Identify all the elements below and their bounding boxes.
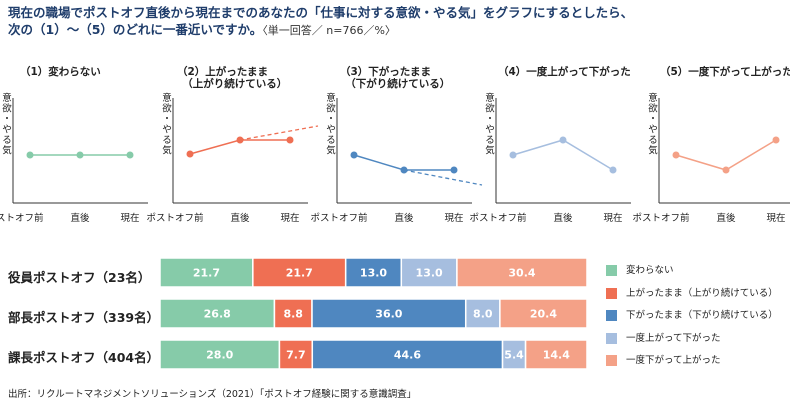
legend-swatch (606, 333, 617, 344)
legend-label: 一度上がって下がった (626, 333, 721, 344)
panel-xtick-label: 現在 (603, 212, 622, 224)
panel-trend-point (450, 166, 458, 174)
bar-value-label: 26.8 (204, 308, 231, 321)
panel-title-5: （5）一度下がって上がった (660, 66, 790, 78)
panel-xtick-label: ポストオフ前 (469, 212, 526, 224)
panel-trend-point (559, 136, 567, 144)
bar-value-label: 20.4 (530, 308, 557, 321)
panel-xtick-label: ポストオフ前 (0, 212, 44, 224)
question-line2-text: 次の（1）〜（5）のどれに一番近いですか。 (8, 22, 263, 37)
bar-value-label: 30.4 (508, 267, 535, 280)
panel-trend-point (26, 151, 34, 159)
bar-segment (400, 257, 458, 288)
panel-title-1: （1）変わらない (20, 66, 101, 78)
question-text: 現在の職場でポストオフ直後から現在までのあなたの「仕事に対する意欲・やる気」をグ… (8, 4, 778, 39)
panel-xtick-label: 現在 (280, 212, 299, 224)
panel-xtick-label: 直後 (394, 212, 414, 224)
panel-trend-point (772, 136, 780, 144)
panel-xtick-label: 直後 (230, 212, 250, 224)
panel-trend-point (509, 151, 517, 159)
bar-segment (464, 298, 501, 329)
legend-swatch (606, 288, 617, 299)
panel-ylabel: 意欲・やる気 (2, 92, 12, 157)
bar-segment (524, 339, 588, 370)
legend-swatch (606, 355, 617, 366)
legend-item-down-then-up: 一度下がって上がった (606, 355, 721, 367)
panel-ylabel: 意欲・やる気 (326, 92, 336, 157)
bar-value-label: 14.4 (543, 349, 570, 362)
panel-title-3: （3）下がったまま （下がり続けている） (340, 66, 451, 90)
bar-value-label: 8.0 (473, 308, 493, 321)
legend-item-up-then-down: 一度上がって下がった (606, 333, 721, 345)
panel-trend-point (609, 166, 617, 174)
legend-item-rising: 上がったまま（上がり続けている） (606, 288, 778, 300)
legend-label: 変わらない (626, 265, 674, 276)
panel-trend-dashed-line (403, 169, 483, 186)
bar-value-label: 36.0 (375, 308, 402, 321)
panel-xtick-label: 現在 (120, 212, 139, 224)
panel-trend-point (400, 166, 408, 174)
panel-xtick-label: ポストオフ前 (632, 212, 689, 224)
panel-xtick-label: 現在 (766, 212, 785, 224)
panel-xtick-label: 直後 (716, 212, 736, 224)
panel-xtick-label: 直後 (70, 212, 90, 224)
bar-value-label: 28.0 (206, 349, 233, 362)
panel-trend-point (286, 136, 294, 144)
question-line2: 次の（1）〜（5）のどれに一番近いですか。〈単一回答／ n=766／%〉 (8, 21, 778, 39)
bar-segment (252, 257, 347, 288)
legend-label: 一度下がって上がった (626, 355, 721, 366)
panel-ylabel: 意欲・やる気 (648, 92, 658, 157)
panel-trend-point (76, 151, 84, 159)
bar-value-label: 7.7 (286, 349, 306, 362)
panel-trend-dashed-line (239, 125, 319, 141)
question-line1: 現在の職場でポストオフ直後から現在までのあなたの「仕事に対する意欲・やる気」をグ… (8, 5, 634, 20)
source-note: 出所：リクルートマネジメントソリューションズ（2021）「ポストオフ経験に関する… (8, 389, 417, 400)
bar-segment (456, 257, 588, 288)
panel-trend-point (722, 166, 730, 174)
legend-swatch (606, 310, 617, 321)
legend-label: 下がったまま（下がり続けている） (626, 310, 778, 321)
bar-value-label: 44.6 (394, 349, 421, 362)
panel-trend-point (236, 136, 244, 144)
bar-segment (159, 257, 254, 288)
bar-value-label: 21.7 (193, 267, 220, 280)
panel-xtick-label: ポストオフ前 (146, 212, 203, 224)
row-label-department-manager: 部長ポストオフ（339名） (8, 310, 160, 325)
panel-trend-point (186, 150, 194, 158)
bar-segment (311, 339, 504, 370)
legend-item-falling: 下がったまま（下がり続けている） (606, 310, 778, 322)
panel-trend-point (350, 151, 358, 159)
panel-xtick-label: ポストオフ前 (310, 212, 367, 224)
panel-xtick-label: 現在 (444, 212, 463, 224)
legend-swatch (606, 265, 617, 276)
panel-xtick-label: 直後 (553, 212, 573, 224)
panel-trend-point (126, 151, 134, 159)
bar-segment (159, 339, 281, 370)
bar-value-label: 13.0 (416, 267, 443, 280)
bar-value-label: 21.7 (286, 267, 313, 280)
question-note: 〈単一回答／ n=766／%〉 (262, 24, 396, 37)
panel-trend-point (672, 151, 680, 159)
panel-ylabel: 意欲・やる気 (162, 92, 172, 157)
row-label-section-manager: 課長ポストオフ（404名） (8, 350, 160, 365)
panel-title-2: （2）上がったまま （上がり続けている） (177, 66, 288, 90)
legend-item-unchanged: 変わらない (606, 265, 674, 277)
bar-segment (311, 298, 467, 329)
bar-segment (499, 298, 588, 329)
row-label-executive: 役員ポストオフ（23名） (8, 270, 151, 285)
bar-value-label: 5.4 (504, 349, 524, 362)
panel-ylabel: 意欲・やる気 (485, 92, 495, 157)
bar-value-label: 8.8 (283, 308, 303, 321)
legend-label: 上がったまま（上がり続けている） (626, 288, 778, 299)
panel-title-4: （4）一度上がって下がった (498, 66, 631, 78)
bar-value-label: 13.0 (360, 267, 387, 280)
